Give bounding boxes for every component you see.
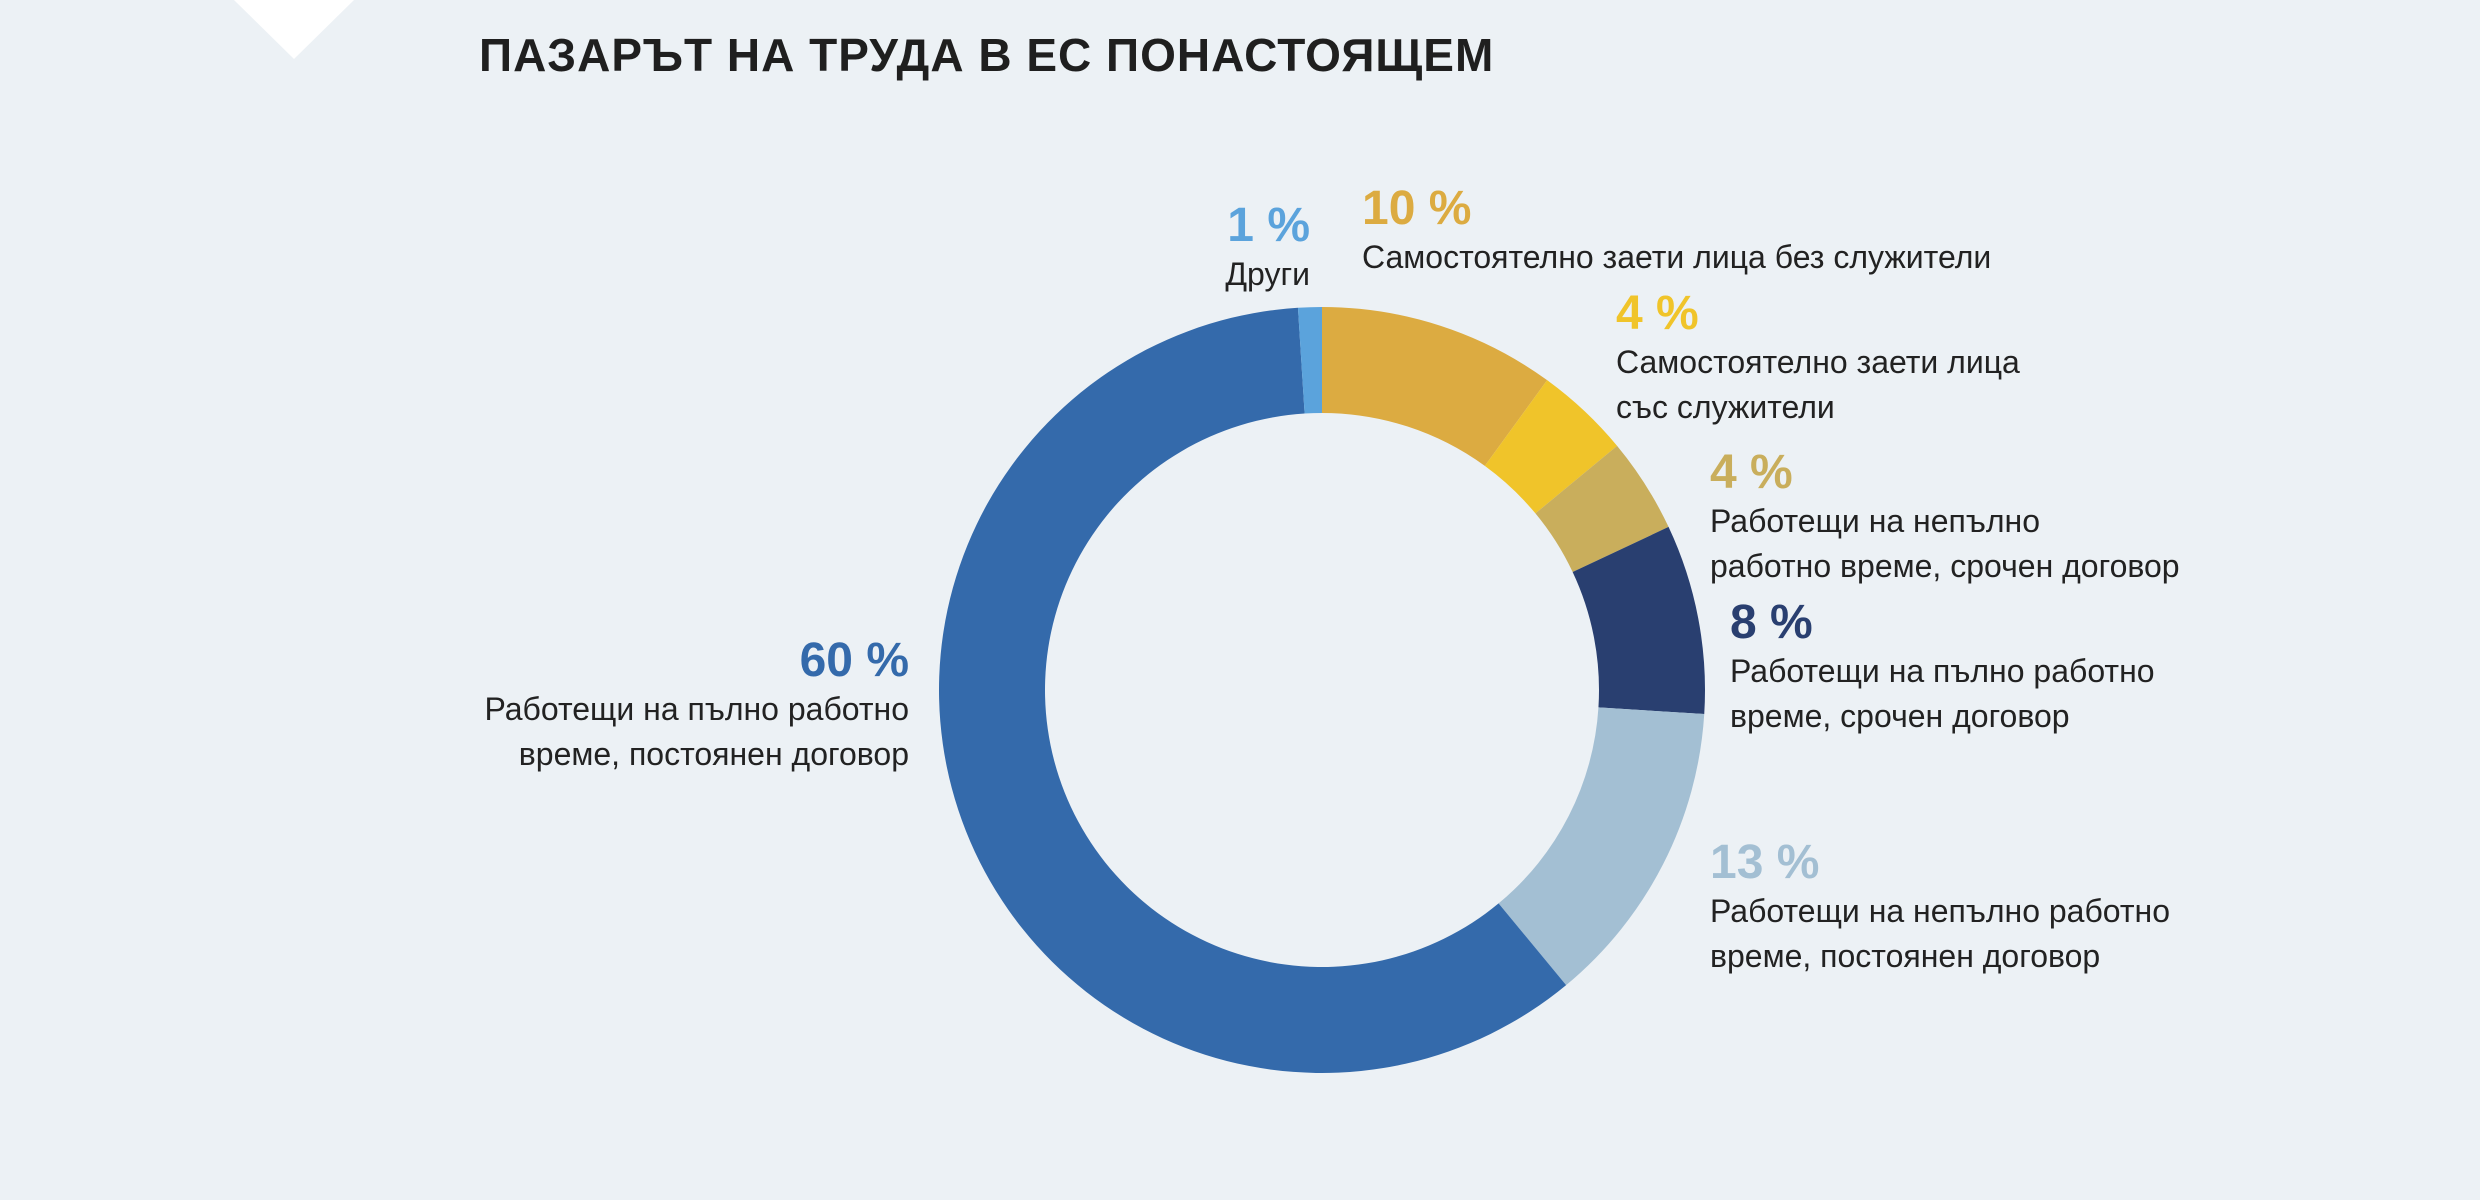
value-label: 60 % — [799, 634, 909, 687]
slice-label: 4 % Самостоятелно заети лица със служител… — [1616, 288, 2020, 430]
donut-slice — [1572, 526, 1705, 715]
value-label: 8 % — [1730, 596, 1813, 649]
donut-slice — [939, 307, 1567, 1074]
donut-slice — [1484, 380, 1618, 514]
category-label: Работещи на пълно работно време, постоян… — [484, 691, 909, 772]
category-label: Самостоятелно заети лица със служители — [1616, 344, 2020, 425]
slice-label: 8 % Работещи на пълно работно време, сроч… — [1730, 597, 2155, 739]
donut-slice — [1535, 445, 1669, 573]
slice-label: 4 % Работещи на непълно работно време, ср… — [1710, 447, 2180, 589]
category-label: Други — [1225, 256, 1310, 292]
corner-decoration — [234, 0, 354, 59]
value-label: 10 % — [1362, 182, 1472, 235]
slice-label: 13 % Работещи на непълно работно време, п… — [1710, 837, 2170, 979]
value-label: 4 % — [1710, 446, 1793, 499]
category-label: Самостоятелно заети лица без служители — [1362, 239, 1992, 275]
chart-title: ПАЗАРЪТ НА ТРУДА В ЕС ПОНАСТОЯЩЕМ — [479, 29, 1495, 81]
donut-slice — [1498, 707, 1705, 986]
value-label: 1 % — [1227, 199, 1310, 252]
category-label: Работещи на непълно работно време, сроче… — [1710, 503, 2180, 584]
category-label: Работещи на непълно работно време, посто… — [1710, 893, 2171, 974]
slice-label: 60 % Работещи на пълно работно време, пос… — [484, 635, 909, 777]
category-label: Работещи на пълно работно време, срочен … — [1730, 653, 2155, 734]
value-label: 13 % — [1710, 836, 1820, 889]
value-label: 4 % — [1616, 287, 1699, 340]
slice-label: 1 % Други — [1225, 200, 1310, 297]
donut-slice — [1322, 307, 1548, 466]
slice-label: 10 % Самостоятелно заети лица без служите… — [1362, 183, 1991, 280]
donut-slice — [1297, 307, 1322, 414]
